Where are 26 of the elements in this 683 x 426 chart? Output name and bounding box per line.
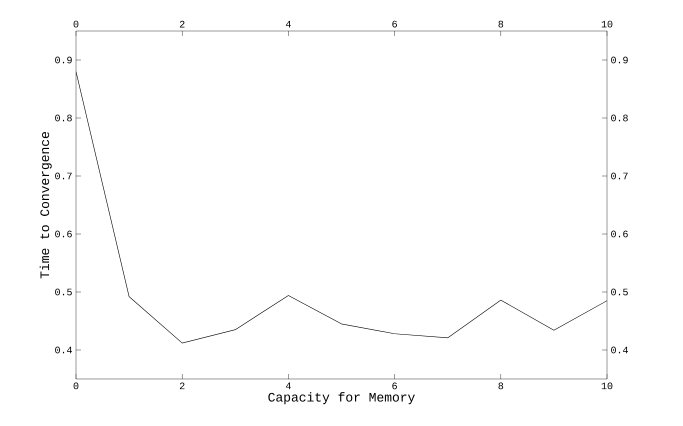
- x-tick-label: 2: [180, 382, 184, 390]
- y2-tick-label: 0.4: [611, 346, 628, 354]
- x-tick-label: 0: [74, 382, 78, 390]
- y2-tick-label: 0.7: [611, 172, 628, 180]
- y-tick-label: 0.4: [55, 346, 72, 354]
- y2-tick-label: 0.6: [611, 230, 628, 238]
- x2-tick-label: 6: [392, 20, 397, 28]
- x-tick-label: 6: [392, 382, 397, 390]
- x-tick-label: 10: [602, 382, 612, 390]
- y2-tick-label: 0.8: [611, 114, 628, 122]
- y2-tick-label: 0.5: [611, 288, 628, 296]
- y-tick-label: 0.8: [55, 114, 72, 122]
- x2-tick-label: 8: [498, 20, 504, 28]
- x2-tick-label: 10: [602, 20, 612, 28]
- x2-tick-label: 0: [74, 20, 78, 28]
- y2-tick-label: 0.9: [611, 56, 628, 64]
- x-tick-label: 4: [286, 382, 291, 390]
- y-tick-label: 0.9: [55, 56, 72, 64]
- y-tick-label: 0.5: [55, 288, 72, 296]
- y-tick-label: 0.6: [55, 230, 72, 238]
- x-axis-title: Capacity for Memory: [268, 392, 415, 404]
- x-tick-label: 8: [498, 382, 504, 390]
- x2-tick-label: 2: [180, 20, 184, 28]
- x2-tick-label: 4: [286, 20, 291, 28]
- y-axis-title: Time to Convergence: [40, 132, 52, 278]
- y-tick-label: 0.7: [55, 172, 72, 180]
